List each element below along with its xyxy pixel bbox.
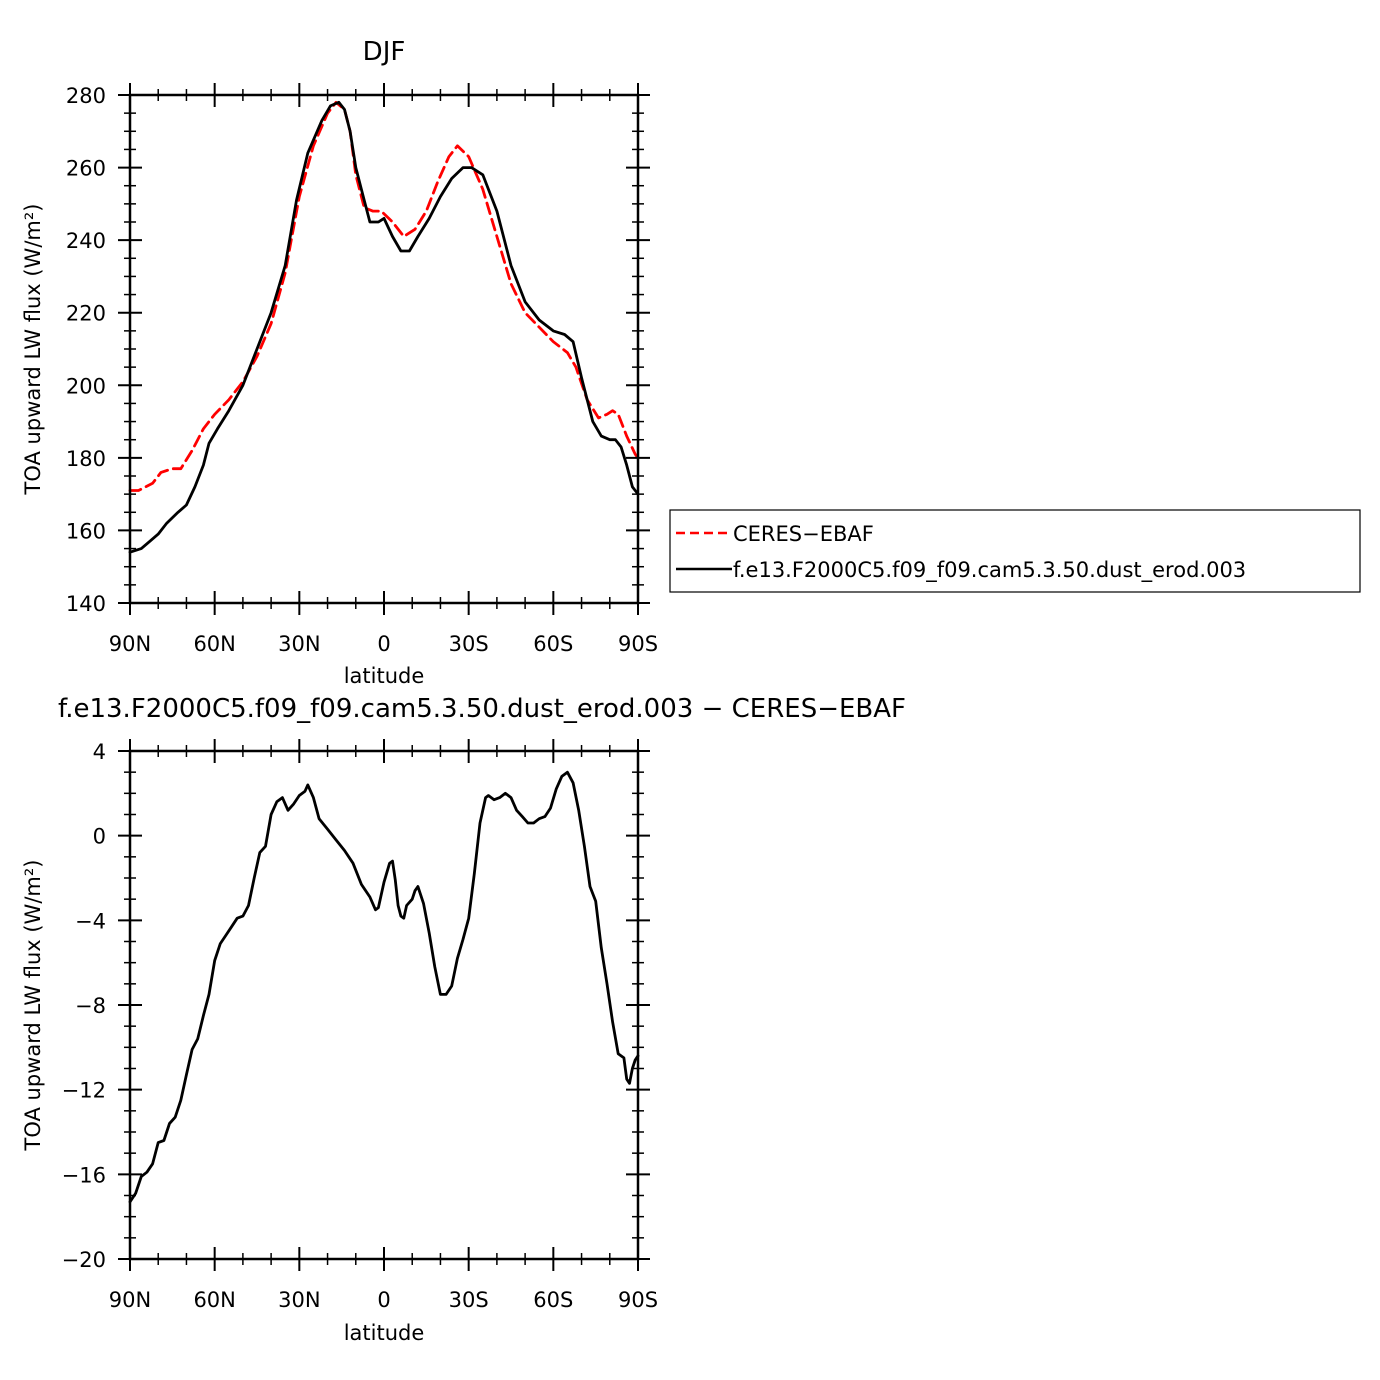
bottom-panel: f.e13.F2000C5.f09_f09.cam5.3.50.dust_ero…: [21, 694, 906, 1345]
bottom-series-line-1: [128, 770, 640, 1204]
top-y-tick-label: 260: [66, 157, 106, 181]
top-y-tick-label: 280: [66, 84, 106, 108]
top-x-tick-label: 30N: [278, 632, 320, 656]
bottom-y-tick-label: −8: [75, 994, 106, 1018]
legend: CERES−EBAF f.e13.F2000C5.f09_f09.cam5.3.…: [669, 509, 1361, 593]
bottom-series-layer: [128, 770, 640, 1204]
bottom-tick-layer: −20 −16 −12 −8 −4 0 4 90N 60N 30N 0 30S 60S 90S: [62, 739, 658, 1312]
bottom-x-tick-label: 90S: [618, 1288, 658, 1312]
top-tick-layer: 140 160 180 200 220 240 260 280 90N 60N 30N 0 30S 60S…: [66, 83, 658, 656]
bottom-x-tick-label: 90N: [109, 1288, 151, 1312]
legend-box: [669, 509, 1361, 593]
top-x-tick-label: 0: [377, 632, 390, 656]
top-y-tick-label: 240: [66, 229, 106, 253]
top-plot-frame: [128, 93, 640, 605]
bottom-plot-title: f.e13.F2000C5.f09_f09.cam5.3.50.dust_ero…: [58, 694, 906, 724]
bottom-y-tick-label: 4: [93, 740, 106, 764]
legend-label-ceres: CERES−EBAF: [733, 522, 874, 546]
legend-label-model: f.e13.F2000C5.f09_f09.cam5.3.50.dust_ero…: [733, 558, 1246, 583]
bottom-y-tick-label: −20: [62, 1248, 106, 1272]
top-series-line-1: [128, 100, 640, 492]
bottom-x-tick-label: 0: [377, 1288, 390, 1312]
top-x-tick-label: 90N: [109, 632, 151, 656]
top-y-tick-label: 140: [66, 592, 106, 616]
bottom-x-tick-label: 30N: [278, 1288, 320, 1312]
bottom-y-tick-label: 0: [93, 825, 106, 849]
top-x-tick-label: 30S: [449, 632, 489, 656]
top-series-layer: [128, 100, 640, 554]
bottom-x-axis-title: latitude: [344, 1321, 425, 1345]
top-y-tick-label: 220: [66, 302, 106, 326]
top-plot-title: DJF: [363, 37, 406, 67]
bottom-y-tick-label: −4: [75, 909, 106, 933]
top-panel: DJF 140 160 180 200 220 240 260 280 90N 60N 30N 0 30…: [21, 37, 658, 688]
bottom-x-tick-label: 60S: [533, 1288, 573, 1312]
top-y-tick-label: 160: [66, 519, 106, 543]
top-x-axis-title: latitude: [344, 664, 425, 688]
top-y-tick-label: 180: [66, 447, 106, 471]
bottom-y-tick-label: −12: [62, 1079, 106, 1103]
bottom-x-tick-label: 30S: [449, 1288, 489, 1312]
top-x-tick-label: 60S: [533, 632, 573, 656]
bottom-x-tick-label: 60N: [193, 1288, 235, 1312]
top-x-tick-label: 60N: [193, 632, 235, 656]
top-series-line-2: [128, 100, 640, 554]
bottom-y-tick-label: −16: [62, 1163, 106, 1187]
bottom-y-axis-title: TOA upward LW flux (W/m²): [21, 860, 45, 1152]
top-x-tick-label: 90S: [618, 632, 658, 656]
top-y-axis-title: TOA upward LW flux (W/m²): [21, 204, 45, 496]
top-y-tick-label: 200: [66, 374, 106, 398]
